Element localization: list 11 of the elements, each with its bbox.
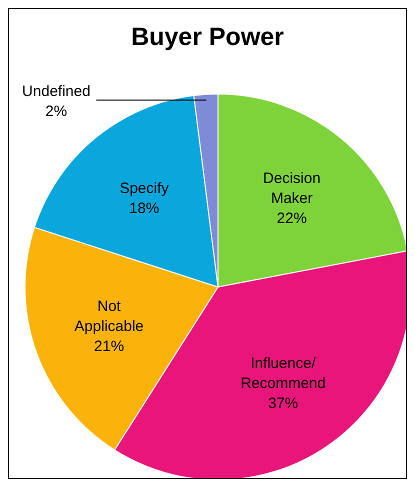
chart-title: Buyer Power	[130, 23, 285, 52]
slice-label: Specify	[120, 180, 170, 197]
data-label: 2%	[45, 103, 68, 120]
data-label: 18%	[129, 200, 160, 217]
slice-label: Undefined	[22, 83, 90, 100]
data-label: 37%	[268, 394, 298, 412]
slice-label: Influence/ Recommend	[240, 354, 326, 392]
data-label: 22%	[276, 210, 307, 227]
data-label: 21%	[94, 338, 124, 356]
slice-label: Not Applicable	[74, 298, 144, 336]
slice-label: Decision Maker	[263, 170, 321, 207]
